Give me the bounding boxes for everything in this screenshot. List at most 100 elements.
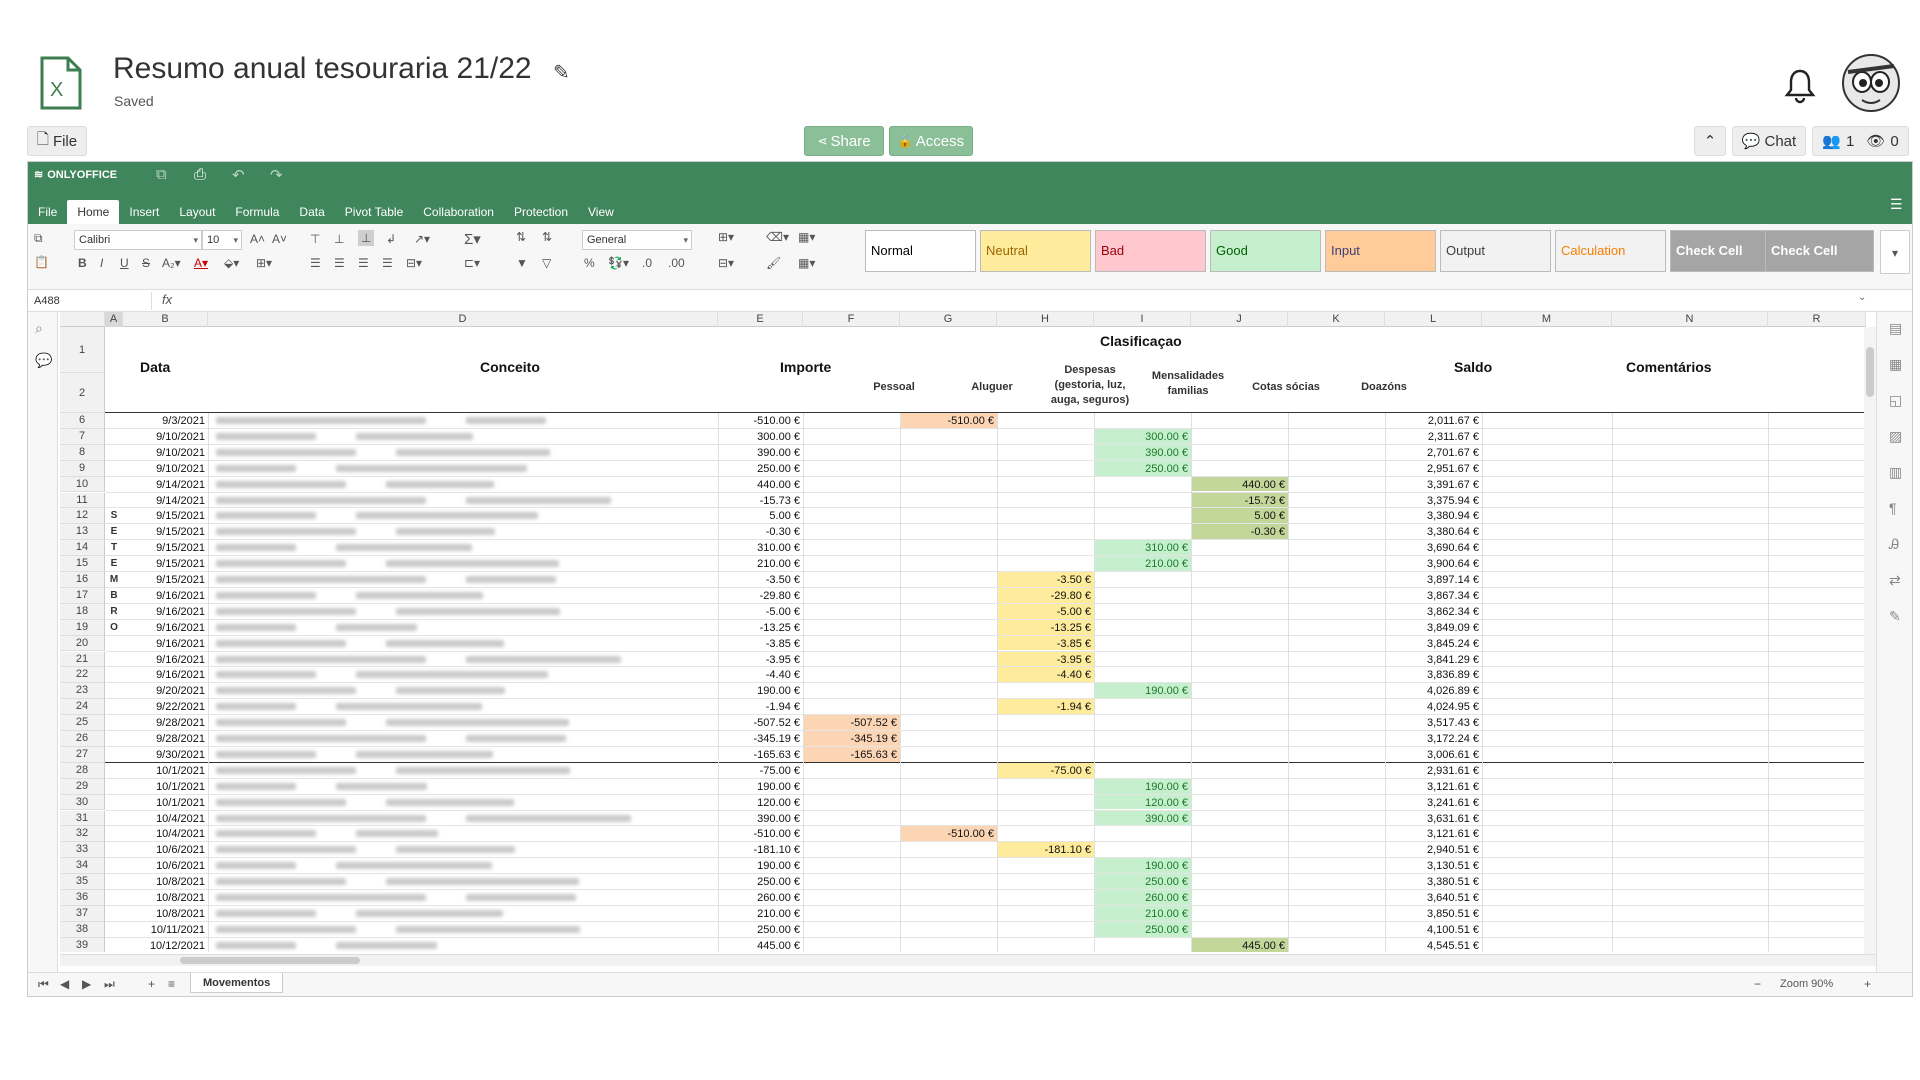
clear-filter-icon[interactable]: ▽ <box>542 256 552 270</box>
menu-tab-protection[interactable]: Protection <box>513 205 569 219</box>
cell-importe[interactable]: -181.10 € <box>753 844 800 857</box>
menu-tab-view[interactable]: View <box>588 205 614 219</box>
column-header-g[interactable]: G <box>900 312 997 327</box>
cell-saldo[interactable]: 3,850.51 € <box>1427 907 1479 920</box>
cell-desp[interactable]: -13.25 € <box>997 619 1094 635</box>
add-sheet-icon[interactable]: + <box>148 977 156 991</box>
cell-saldo[interactable]: 2,311.67 € <box>1427 430 1479 443</box>
vertical-scrollbar[interactable] <box>1864 327 1876 954</box>
menu-tab-pivot-table[interactable]: Pivot Table <box>344 205 404 219</box>
style-check-cell[interactable]: Check Cell <box>1765 230 1874 272</box>
cell-date[interactable]: 10/8/2021 <box>156 892 205 904</box>
cell-saldo[interactable]: 2,951.67 € <box>1427 462 1479 475</box>
cell-saldo[interactable]: 3,241.61 € <box>1427 796 1479 809</box>
cell-date[interactable]: 10/8/2021 <box>156 876 205 889</box>
insert-cells-icon[interactable]: ⊞▾ <box>718 230 735 244</box>
cell-cotas[interactable]: -0.30 € <box>1191 524 1288 540</box>
cell-importe[interactable]: -3.95 € <box>765 653 800 666</box>
align-bottom-icon[interactable]: ⊥ <box>358 230 375 246</box>
comments-icon[interactable]: 💬 <box>35 352 53 368</box>
cell-date[interactable]: 9/15/2021 <box>156 526 205 539</box>
cell-pessoal[interactable]: -165.63 € <box>803 746 900 762</box>
row-header[interactable]: 37 <box>60 905 105 922</box>
style-normal[interactable]: Normal <box>865 230 976 272</box>
row-header[interactable]: 36 <box>60 890 105 906</box>
menu-tab-collaboration[interactable]: Collaboration <box>423 205 494 219</box>
cell-mens[interactable]: 210.00 € <box>1094 556 1191 571</box>
prev-sheet-icon[interactable]: ◀ <box>60 977 70 991</box>
decrease-font-icon[interactable]: A˅ <box>272 232 288 246</box>
format-as-table-icon[interactable]: ▦▾ <box>798 256 816 270</box>
underline-icon[interactable]: U <box>120 256 129 270</box>
cell-date[interactable]: 9/16/2021 <box>156 621 205 634</box>
menu-tab-file[interactable]: File <box>38 205 58 219</box>
cell-saldo[interactable]: 3,380.94 € <box>1427 510 1479 523</box>
cell-importe[interactable]: -1.94 € <box>765 701 800 714</box>
cell-importe[interactable]: -3.50 € <box>765 574 800 586</box>
sort-descending-icon[interactable]: ⇅ <box>542 230 553 244</box>
sheet-list-icon[interactable]: ≡ <box>168 977 176 991</box>
cell-saldo[interactable]: 3,375.94 € <box>1427 494 1479 507</box>
zoom-in-icon[interactable]: + <box>1864 977 1872 991</box>
copy-icon[interactable]: ⧉ <box>34 231 43 245</box>
chart-settings-icon[interactable]: ▥ <box>1889 464 1903 480</box>
cell-saldo[interactable]: 3,640.51 € <box>1427 892 1479 904</box>
column-header-d[interactable]: D <box>208 312 718 327</box>
row-header[interactable]: 25 <box>60 715 105 731</box>
cell-mens[interactable]: 260.00 € <box>1094 890 1191 905</box>
row-header[interactable]: 2 <box>60 373 105 413</box>
collaborators-button[interactable]: 👥 1 👁 0 <box>1812 126 1909 156</box>
shape-settings-icon[interactable]: ◱ <box>1889 392 1903 408</box>
style-input[interactable]: Input <box>1325 230 1436 272</box>
wrap-text-icon[interactable]: ↲ <box>386 232 397 246</box>
column-header-m[interactable]: M <box>1482 312 1612 327</box>
column-header-i[interactable]: I <box>1094 312 1191 327</box>
style-output[interactable]: Output <box>1440 230 1551 272</box>
row-header[interactable]: 31 <box>60 810 105 827</box>
cell-saldo[interactable]: 4,024.95 € <box>1427 701 1479 714</box>
cell-date[interactable]: 10/8/2021 <box>156 907 205 920</box>
paragraph-settings-icon[interactable]: ¶ <box>1889 500 1897 516</box>
cell-mens[interactable]: 210.00 € <box>1094 905 1191 921</box>
chat-button[interactable]: 💬 Chat <box>1732 126 1806 156</box>
cell-mens[interactable]: 250.00 € <box>1094 874 1191 889</box>
cell-desp[interactable]: -3.50 € <box>997 572 1094 587</box>
cell-importe[interactable]: -13.25 € <box>759 621 800 634</box>
column-header-r[interactable]: R <box>1768 312 1866 327</box>
cell-importe[interactable]: 190.00 € <box>757 685 800 698</box>
cell-date[interactable]: 9/28/2021 <box>156 733 205 745</box>
table-settings-icon[interactable]: ▦ <box>1889 356 1903 372</box>
cell-mens[interactable]: 310.00 € <box>1094 540 1191 556</box>
cell-date[interactable]: 9/16/2021 <box>156 653 205 666</box>
row-header[interactable]: 23 <box>60 683 105 700</box>
cell-saldo[interactable]: 3,841.29 € <box>1427 653 1479 666</box>
cell-date[interactable]: 9/14/2021 <box>156 494 205 507</box>
align-left-icon[interactable]: ☰ <box>310 256 321 270</box>
merge-cells-icon[interactable]: ⊟▾ <box>406 256 423 270</box>
cell-date[interactable]: 9/16/2021 <box>156 589 205 602</box>
row-header[interactable]: 13 <box>60 524 105 541</box>
cell-saldo[interactable]: 3,897.14 € <box>1427 574 1479 586</box>
cell-saldo[interactable]: 3,845.24 € <box>1427 637 1479 650</box>
cell-date[interactable]: 10/1/2021 <box>156 780 205 793</box>
delete-cells-icon[interactable]: ⊟▾ <box>718 256 735 270</box>
cell-importe[interactable]: -3.85 € <box>765 637 800 650</box>
cell-mens[interactable]: 190.00 € <box>1094 683 1191 699</box>
cell-importe[interactable]: 390.00 € <box>757 812 800 825</box>
row-header[interactable]: 27 <box>60 746 105 763</box>
cell-saldo[interactable]: 3,900.64 € <box>1427 558 1479 571</box>
cell-importe[interactable]: 300.00 € <box>757 430 800 443</box>
image-settings-icon[interactable]: ▨ <box>1889 428 1903 444</box>
cell-desp[interactable]: -5.00 € <box>997 603 1094 619</box>
cell-mens[interactable]: 190.00 € <box>1094 778 1191 794</box>
cell-date[interactable]: 10/11/2021 <box>150 923 205 936</box>
row-header[interactable]: 18 <box>60 603 105 620</box>
cell-date[interactable]: 9/28/2021 <box>156 717 205 730</box>
cell-importe[interactable]: -75.00 € <box>759 764 800 777</box>
column-header-n[interactable]: N <box>1612 312 1768 327</box>
row-header[interactable]: 38 <box>60 921 105 938</box>
style-bad[interactable]: Bad <box>1095 230 1206 272</box>
cell-date[interactable]: 9/15/2021 <box>156 542 205 555</box>
zoom-out-icon[interactable]: − <box>1754 977 1762 991</box>
cell-saldo[interactable]: 3,517.43 € <box>1427 717 1479 730</box>
